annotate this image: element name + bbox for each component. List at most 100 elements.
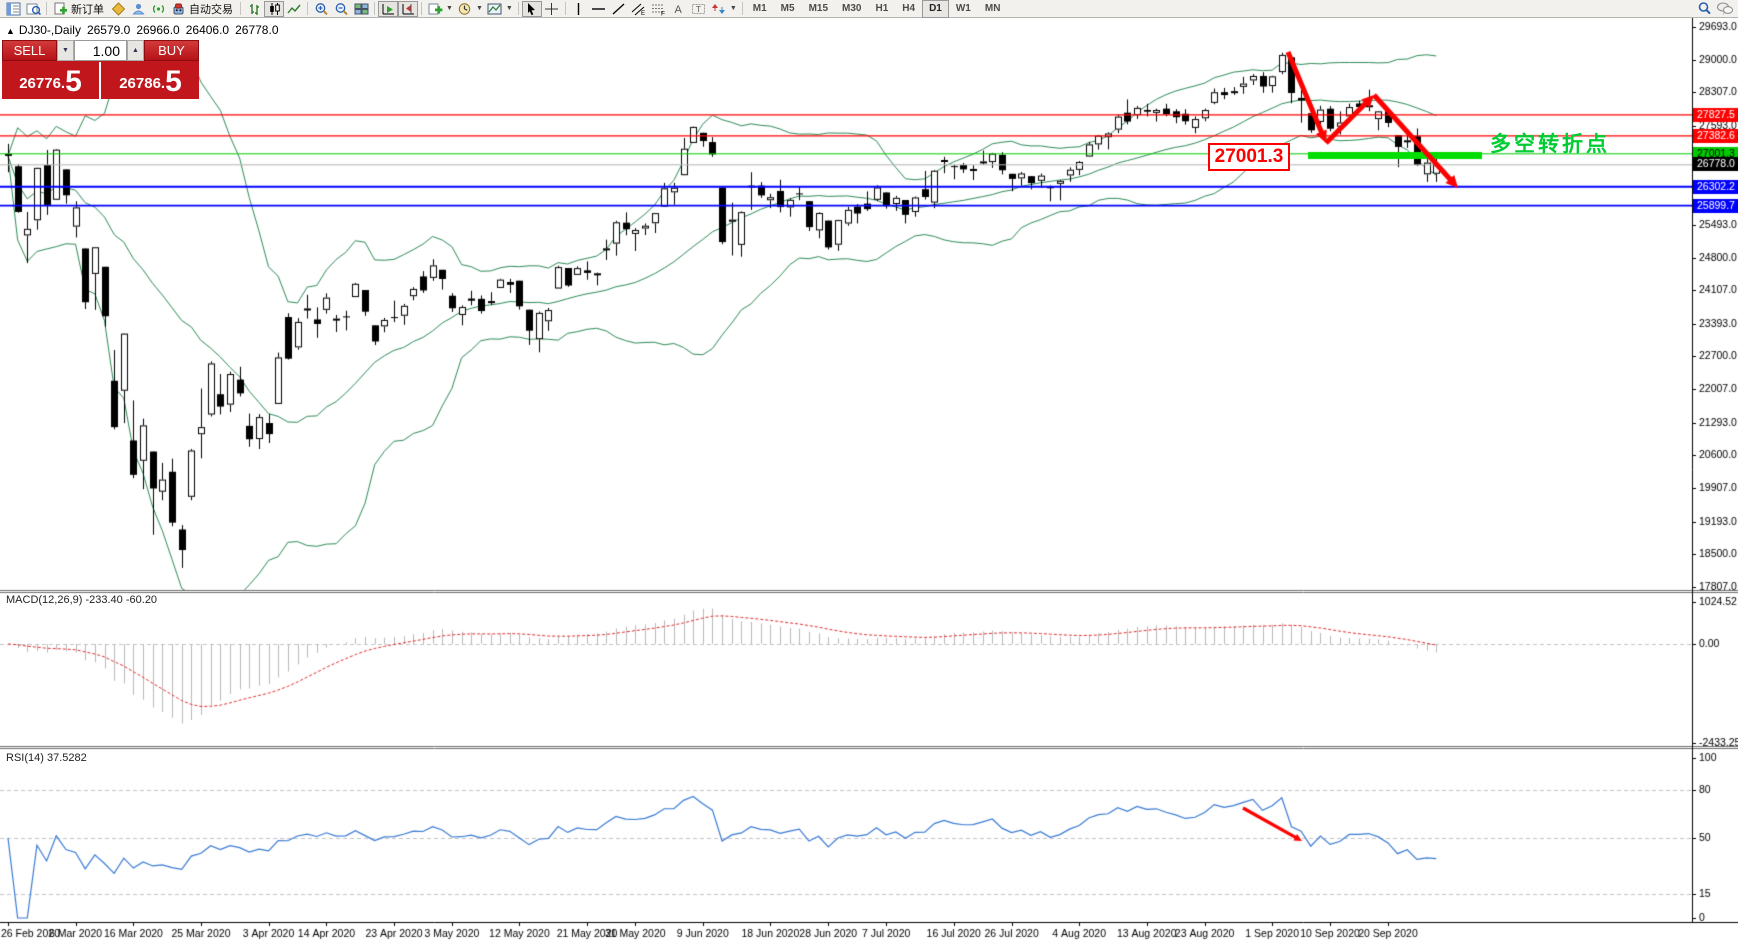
svg-text:F: F	[661, 10, 665, 16]
search-icon	[1698, 2, 1711, 15]
cursor-icon	[528, 2, 536, 15]
equidistant-channel-button[interactable]: E	[629, 1, 649, 17]
line-chart-icon	[286, 4, 301, 13]
cursor-button[interactable]	[521, 0, 542, 17]
toolbar-separator	[307, 2, 308, 15]
zoom-in-button[interactable]	[311, 1, 331, 17]
one-click-trading-panel: SELL ▼ 1.00 ▲ BUY 26776 . 5 26786 . 5	[2, 40, 199, 99]
zoom-out-icon	[335, 2, 348, 15]
volume-decrease-button[interactable]: ▼	[57, 40, 74, 61]
chat-icon	[1717, 2, 1733, 15]
metaeditor-button[interactable]	[108, 1, 128, 17]
tile-windows-icon	[354, 3, 368, 14]
buy-price-main: 26786	[119, 75, 161, 92]
toolbar-separator	[240, 2, 241, 15]
toolbar-separator	[46, 2, 47, 15]
timeframe-h4-button[interactable]: H4	[902, 3, 916, 14]
charts-list-icon	[6, 2, 20, 15]
tile-windows-button[interactable]	[351, 1, 371, 17]
charts-list-button[interactable]	[3, 1, 23, 17]
templates-icon	[487, 3, 502, 14]
macd-label: MACD(12,26,9) -233.40 -60.20	[6, 594, 157, 606]
rsi-label: RSI(14) 37.5282	[6, 752, 87, 764]
timeframe-w1-button[interactable]: W1	[955, 3, 971, 14]
crosshair-button[interactable]	[542, 1, 562, 17]
autotrading-icon	[173, 3, 183, 14]
autotrading-label[interactable]: 自动交易	[189, 3, 233, 16]
templates-dropdown-caret[interactable]: ▼	[505, 5, 513, 12]
symbol-period-label: DJ30-,Daily	[18, 23, 81, 37]
turning-point-annotation[interactable]: 多空转折点	[1490, 133, 1610, 156]
volume-input[interactable]: 1.00	[74, 40, 127, 61]
horizontal-line-button[interactable]	[589, 1, 609, 17]
equidistant-channel-icon: E	[631, 3, 645, 16]
search-button[interactable]	[1695, 1, 1715, 17]
periods-button[interactable]	[455, 1, 475, 17]
community-button[interactable]	[128, 1, 148, 17]
sell-price-button[interactable]: 26776 . 5	[2, 62, 101, 99]
timeframe-m15-button[interactable]: M15	[808, 3, 829, 14]
arrows-dropdown-caret[interactable]: ▼	[729, 5, 737, 12]
text-button[interactable]: A	[669, 1, 689, 17]
macd-signal-value: -60.20	[125, 594, 158, 606]
arrows-button[interactable]	[709, 1, 729, 17]
chart-shift-icon	[402, 3, 414, 14]
crosshair-icon	[545, 2, 559, 15]
timeframe-d1-button[interactable]: D1	[922, 0, 949, 18]
close-value: 26778.0	[235, 23, 279, 37]
svg-text:A: A	[675, 4, 683, 16]
auto-scroll-button[interactable]	[378, 0, 398, 17]
zoom-out-button[interactable]	[331, 1, 351, 17]
periods-dropdown-caret[interactable]: ▼	[475, 5, 483, 12]
svg-text:E: E	[641, 11, 645, 16]
rsi-name: RSI(14)	[6, 752, 44, 764]
vertical-line-button[interactable]	[569, 1, 589, 17]
buy-button[interactable]: BUY	[144, 40, 199, 61]
autotrading-button[interactable]	[168, 1, 188, 17]
bar-chart-button[interactable]	[244, 1, 264, 17]
buy-price-button[interactable]: 26786 . 5	[102, 62, 199, 99]
price-level-annotation-box[interactable]: 27001.3	[1208, 143, 1290, 171]
periods-clock-icon	[459, 2, 471, 15]
community-icon	[131, 3, 145, 14]
toolbar-separator	[741, 2, 743, 15]
timeframe-m5-button[interactable]: M5	[780, 3, 795, 14]
toolbar-separator	[374, 2, 375, 15]
text-label-button[interactable]: T	[689, 1, 709, 17]
new-order-button[interactable]	[50, 1, 70, 17]
buy-price-fraction: 5	[165, 65, 182, 98]
volume-increase-button[interactable]: ▲	[127, 40, 144, 61]
chart-shift-button[interactable]	[398, 0, 418, 17]
indicators-button[interactable]	[425, 1, 445, 17]
timeframe-m30-button[interactable]: M30	[842, 3, 862, 14]
chart-title: ▲ DJ30-,Daily 26579.0 26966.0 26406.0 26778.0	[6, 23, 285, 37]
data-window-button[interactable]	[23, 1, 43, 17]
sell-button[interactable]: SELL	[2, 40, 57, 61]
buy-price-dot: .	[160, 75, 166, 92]
indicators-icon	[428, 3, 442, 14]
new-order-label[interactable]: 新订单	[71, 3, 104, 16]
collapse-triangle-icon[interactable]: ▲	[6, 26, 15, 36]
sell-price-main: 26776	[19, 75, 61, 92]
indicators-dropdown-caret[interactable]: ▼	[446, 5, 453, 12]
trendline-button[interactable]	[609, 1, 629, 17]
timeframe-m1-button[interactable]: M1	[752, 3, 767, 14]
high-value: 26966.0	[136, 23, 180, 37]
timeframe-mn-button[interactable]: MN	[984, 3, 1001, 14]
signals-icon	[152, 4, 164, 13]
templates-button[interactable]	[485, 1, 505, 17]
macd-name: MACD(12,26,9)	[6, 594, 83, 606]
line-chart-button[interactable]	[284, 1, 304, 17]
metaeditor-icon	[111, 1, 125, 16]
fibonacci-button[interactable]: F	[649, 1, 669, 17]
macd-main-value: -233.40	[85, 594, 123, 606]
candlestick-chart-button[interactable]	[264, 0, 284, 17]
timeframe-h1-button[interactable]: H1	[875, 3, 889, 14]
toolbar-separator	[517, 2, 519, 15]
sell-price-fraction: 5	[65, 65, 82, 98]
chat-button[interactable]	[1715, 1, 1735, 17]
zoom-in-icon	[315, 2, 328, 15]
sell-price-dot: .	[60, 75, 66, 92]
signals-button[interactable]	[148, 1, 168, 17]
